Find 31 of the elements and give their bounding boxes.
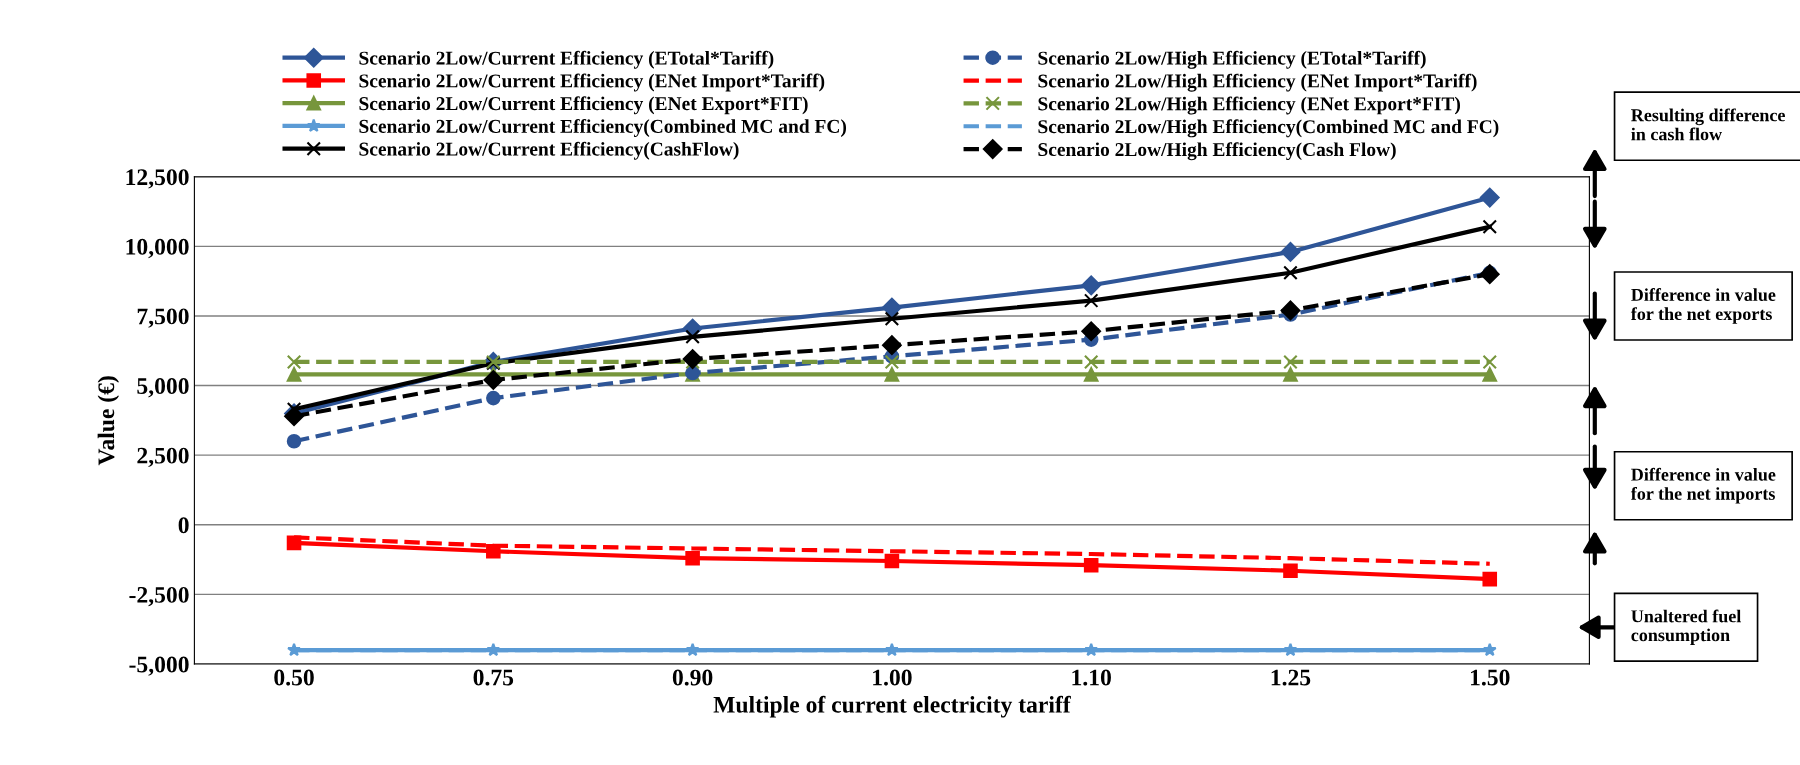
legend-label: Scenario 2Low/High Efficiency(Cash Flow) bbox=[1038, 142, 1396, 161]
x-tick-label: 1.00 bbox=[873, 669, 912, 686]
y-tick-label: 0 bbox=[178, 517, 189, 534]
legend-label: Scenario 2Low/High Efficiency(Combined MC and FC) bbox=[1038, 119, 1499, 138]
x-tick-label: 1.50 bbox=[1470, 669, 1510, 686]
x-tick-label: 0.50 bbox=[274, 669, 314, 686]
x-tick-label: 0.90 bbox=[672, 669, 713, 686]
x-tick-label: 1.25 bbox=[1271, 669, 1311, 686]
y-tick-label: -5,000 bbox=[129, 656, 189, 676]
legend-label: Scenario 2Low/Current Efficiency (ETotal*Tariff) bbox=[359, 50, 774, 69]
legend-label: Scenario 2Low/Current Efficiency (ENet Export*FIT) bbox=[359, 96, 808, 115]
legend-label: Scenario 2Low/High Efficiency (ETotal*Tariff) bbox=[1038, 50, 1426, 69]
y-tick-label: 12,500 bbox=[126, 169, 189, 189]
text: Difference in value for the net exports bbox=[1630, 288, 1776, 324]
y-tick-label: 10,000 bbox=[126, 238, 189, 259]
legend-label: Scenario 2Low/Current Efficiency(CashFlow) bbox=[359, 141, 739, 160]
y-tick-label: -2,500 bbox=[129, 586, 189, 607]
x-tick-label: 0.75 bbox=[473, 669, 514, 686]
y-tick-label: 7,500 bbox=[137, 308, 189, 328]
y-tick-label: 2,500 bbox=[137, 447, 189, 468]
text: Difference in value for the net imports bbox=[1630, 467, 1776, 504]
y-axis-title: Value (€) bbox=[97, 376, 120, 466]
y-tick-label: 5,000 bbox=[137, 378, 189, 398]
text: Resulting difference in cash flow bbox=[1631, 108, 1785, 141]
text: Unaltered fuel consumption bbox=[1631, 609, 1741, 645]
x-tick-label: 1.10 bbox=[1072, 669, 1111, 686]
x-axis-title: Multiple of current electricity tariff bbox=[713, 695, 1071, 718]
legend-label: Scenario 2Low/Current Efficiency(Combined MC and FC) bbox=[359, 119, 847, 137]
legend-label: Scenario 2Low/Current Efficiency (ENet Import*Tariff) bbox=[359, 73, 825, 92]
legend-label: Scenario 2Low/High Efficiency (ENet Export*FIT) bbox=[1038, 96, 1461, 115]
legend-label: Scenario 2Low/High Efficiency (ENet Import*Tariff) bbox=[1038, 73, 1477, 92]
